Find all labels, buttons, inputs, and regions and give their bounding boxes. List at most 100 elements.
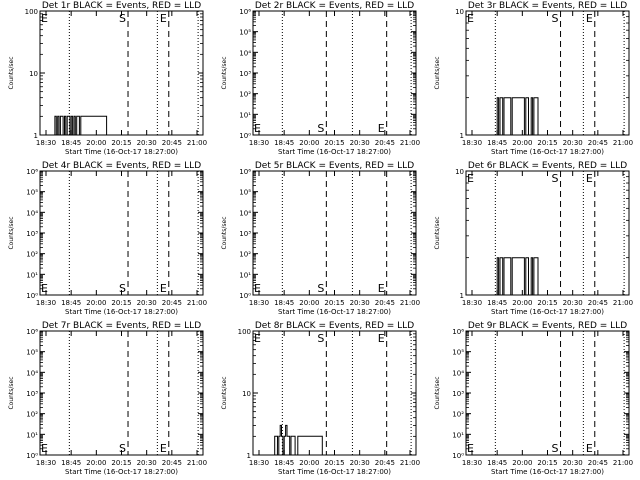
- y-tick-label: 10⁰: [239, 132, 251, 140]
- y-tick-label: 10⁴: [26, 369, 38, 377]
- x-tick-label: 21:00: [400, 459, 420, 467]
- x-tick-label: 18:30: [36, 459, 56, 467]
- y-tick-label: 1: [460, 132, 464, 140]
- y-tick-label: 10²: [26, 411, 38, 419]
- x-axis-label: Start Time (16-Oct-17 18:27:00): [491, 468, 604, 476]
- y-tick-label: 10³: [26, 230, 38, 238]
- y-tick-label: 10⁴: [26, 209, 38, 217]
- x-tick-label: 20:30: [137, 459, 157, 467]
- y-tick-label: 1: [460, 292, 464, 300]
- marker-label-s: S: [552, 12, 559, 25]
- y-tick-label: 10¹: [26, 271, 38, 279]
- x-tick-label: 20:15: [537, 459, 557, 467]
- y-tick-label: 10⁴: [239, 209, 251, 217]
- y-tick-label: 10²: [452, 411, 464, 419]
- x-tick-label: 20:45: [588, 299, 608, 307]
- x-tick-label: 18:30: [462, 299, 482, 307]
- x-tick-label: 18:45: [274, 459, 294, 467]
- x-tick-label: 20:15: [537, 139, 557, 147]
- x-tick-label: 18:30: [249, 459, 269, 467]
- x-tick-label: 20:30: [137, 299, 157, 307]
- panel-title: Det 3r BLACK = Events, RED = LLD: [468, 1, 627, 11]
- x-tick-label: 20:15: [111, 459, 131, 467]
- marker-label-s: S: [119, 12, 126, 25]
- panel-det-8: Det 8r BLACK = Events, RED = LLD Counts/s…: [221, 321, 420, 476]
- marker-label-e-right: E: [378, 122, 385, 135]
- x-tick-label: 21:00: [187, 139, 207, 147]
- y-tick-label: 10⁶: [452, 328, 464, 336]
- x-tick-label: 20:45: [375, 299, 395, 307]
- x-tick-label: 20:00: [512, 459, 532, 467]
- marker-label-e-right: E: [160, 12, 167, 25]
- x-tick-label: 18:45: [487, 299, 507, 307]
- y-tick-label: 1: [247, 452, 251, 460]
- panels-group: Det 1r BLACK = Events, RED = LLD Counts/s…: [8, 1, 633, 476]
- y-axis-label: Counts/sec: [221, 56, 228, 89]
- marker-label-e-left: E: [254, 332, 261, 345]
- x-tick-label: 20:45: [588, 139, 608, 147]
- marker-label-e-left: E: [254, 122, 261, 135]
- x-tick-label: 18:30: [249, 299, 269, 307]
- panel-title: Det 8r BLACK = Events, RED = LLD: [255, 321, 414, 331]
- x-tick-label: 20:00: [86, 299, 106, 307]
- panel-det-2: Det 2r BLACK = Events, RED = LLD Counts/s…: [221, 1, 420, 156]
- x-tick-label: 20:00: [512, 139, 532, 147]
- y-tick-label: 10⁴: [452, 369, 464, 377]
- x-tick-label: 18:45: [61, 139, 81, 147]
- panel-title: Det 6r BLACK = Events, RED = LLD: [468, 161, 627, 171]
- y-tick-label: 10¹: [239, 271, 251, 279]
- panel-title: Det 5r BLACK = Events, RED = LLD: [255, 161, 414, 171]
- x-tick-label: 18:30: [36, 139, 56, 147]
- x-tick-label: 20:00: [299, 459, 319, 467]
- marker-label-s: S: [552, 172, 559, 185]
- y-tick-label: 10⁶: [239, 8, 251, 16]
- y-tick-label: 10²: [239, 91, 251, 99]
- y-axis-label: Counts/sec: [8, 56, 15, 89]
- x-tick-label: 20:15: [537, 299, 557, 307]
- y-tick-label: 10¹: [239, 111, 251, 119]
- y-tick-label: 10⁰: [452, 452, 464, 460]
- events-series-line: [54, 115, 108, 136]
- x-tick-label: 18:45: [61, 459, 81, 467]
- x-tick-label: 18:30: [249, 139, 269, 147]
- panel-det-1: Det 1r BLACK = Events, RED = LLD Counts/s…: [8, 1, 207, 156]
- y-tick-label: 10: [455, 8, 464, 16]
- x-tick-label: 20:00: [299, 139, 319, 147]
- x-tick-label: 20:00: [86, 139, 106, 147]
- y-tick-label: 10: [29, 70, 38, 78]
- marker-label-e-right: E: [586, 172, 593, 185]
- y-tick-label: 10⁰: [26, 452, 38, 460]
- x-tick-label: 20:45: [162, 299, 182, 307]
- x-tick-label: 21:00: [613, 139, 633, 147]
- marker-label-e-left: E: [41, 12, 48, 25]
- marker-label-s: S: [119, 442, 126, 455]
- x-tick-label: 20:30: [563, 139, 583, 147]
- y-tick-label: 10¹: [26, 431, 38, 439]
- y-tick-label: 10: [455, 168, 464, 176]
- y-tick-label: 1: [34, 132, 38, 140]
- marker-label-s: S: [317, 122, 324, 135]
- x-tick-label: 21:00: [613, 299, 633, 307]
- marker-label-e-right: E: [378, 332, 385, 345]
- x-tick-label: 20:45: [162, 459, 182, 467]
- marker-label-e-left: E: [467, 172, 474, 185]
- x-tick-label: 20:30: [350, 139, 370, 147]
- x-tick-label: 18:45: [274, 299, 294, 307]
- y-axis-label: Counts/sec: [434, 56, 441, 89]
- y-tick-label: 100: [238, 328, 251, 336]
- x-tick-label: 20:45: [375, 459, 395, 467]
- x-tick-label: 20:45: [162, 139, 182, 147]
- panel-title: Det 2r BLACK = Events, RED = LLD: [255, 1, 414, 11]
- marker-label-s: S: [119, 282, 126, 295]
- x-tick-label: 21:00: [400, 299, 420, 307]
- x-tick-label: 21:00: [187, 299, 207, 307]
- y-axis-label: Counts/sec: [221, 216, 228, 249]
- x-tick-label: 20:00: [86, 459, 106, 467]
- panel-title: Det 9r BLACK = Events, RED = LLD: [468, 321, 627, 331]
- marker-label-e-right: E: [160, 442, 167, 455]
- x-tick-label: 20:15: [324, 139, 344, 147]
- x-tick-label: 20:30: [563, 459, 583, 467]
- y-axis-label: Counts/sec: [434, 216, 441, 249]
